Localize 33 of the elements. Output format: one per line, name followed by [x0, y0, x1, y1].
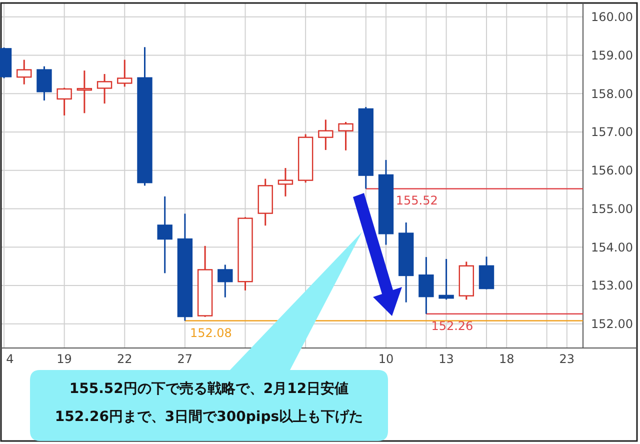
candlestick: [218, 264, 233, 298]
y-tick-label: 155.00: [591, 202, 633, 216]
candlestick: [76, 70, 92, 114]
x-tick-label: 18: [498, 352, 514, 366]
text: 155.52円の下で売る戦略で、2月12日安値: [69, 380, 349, 397]
ref-line-label: 152.26: [431, 318, 474, 333]
y-tick-label: 158.00: [591, 86, 633, 101]
text: 152.26円まで、3日間で300pips以上も下げた: [54, 409, 364, 425]
candlestick: [398, 222, 414, 304]
y-tick-label: 160.00: [591, 10, 633, 24]
candlestick: [16, 59, 32, 86]
candlestick: [278, 167, 294, 198]
candlestick: [418, 256, 434, 315]
x-tick-label: 13: [438, 352, 454, 366]
x-tick-label: 10: [378, 352, 394, 366]
y-tick-label: 159.00: [591, 48, 633, 62]
y-tick-label: 152.00: [591, 317, 633, 332]
candlestick: [318, 118, 334, 151]
ref-line-label: 152.08: [190, 326, 232, 340]
candlestick: [177, 212, 193, 322]
x-tick-label: 4: [6, 352, 14, 366]
y-tick-label: 156.00: [591, 164, 633, 178]
candlestick: [378, 159, 394, 246]
ref-line-label: 155.52: [396, 194, 438, 208]
x-tick-label: 22: [116, 352, 132, 366]
x-tick-label: 23: [559, 352, 575, 366]
x-tick-label: 19: [56, 352, 72, 366]
x-tick-label: 27: [177, 352, 193, 366]
y-tick-label: 153.00: [591, 278, 633, 293]
y-tick-label: 154.00: [591, 240, 633, 254]
candlestick: [96, 73, 112, 104]
candlestick: [157, 196, 172, 274]
y-tick-label: 157.00: [591, 125, 633, 140]
